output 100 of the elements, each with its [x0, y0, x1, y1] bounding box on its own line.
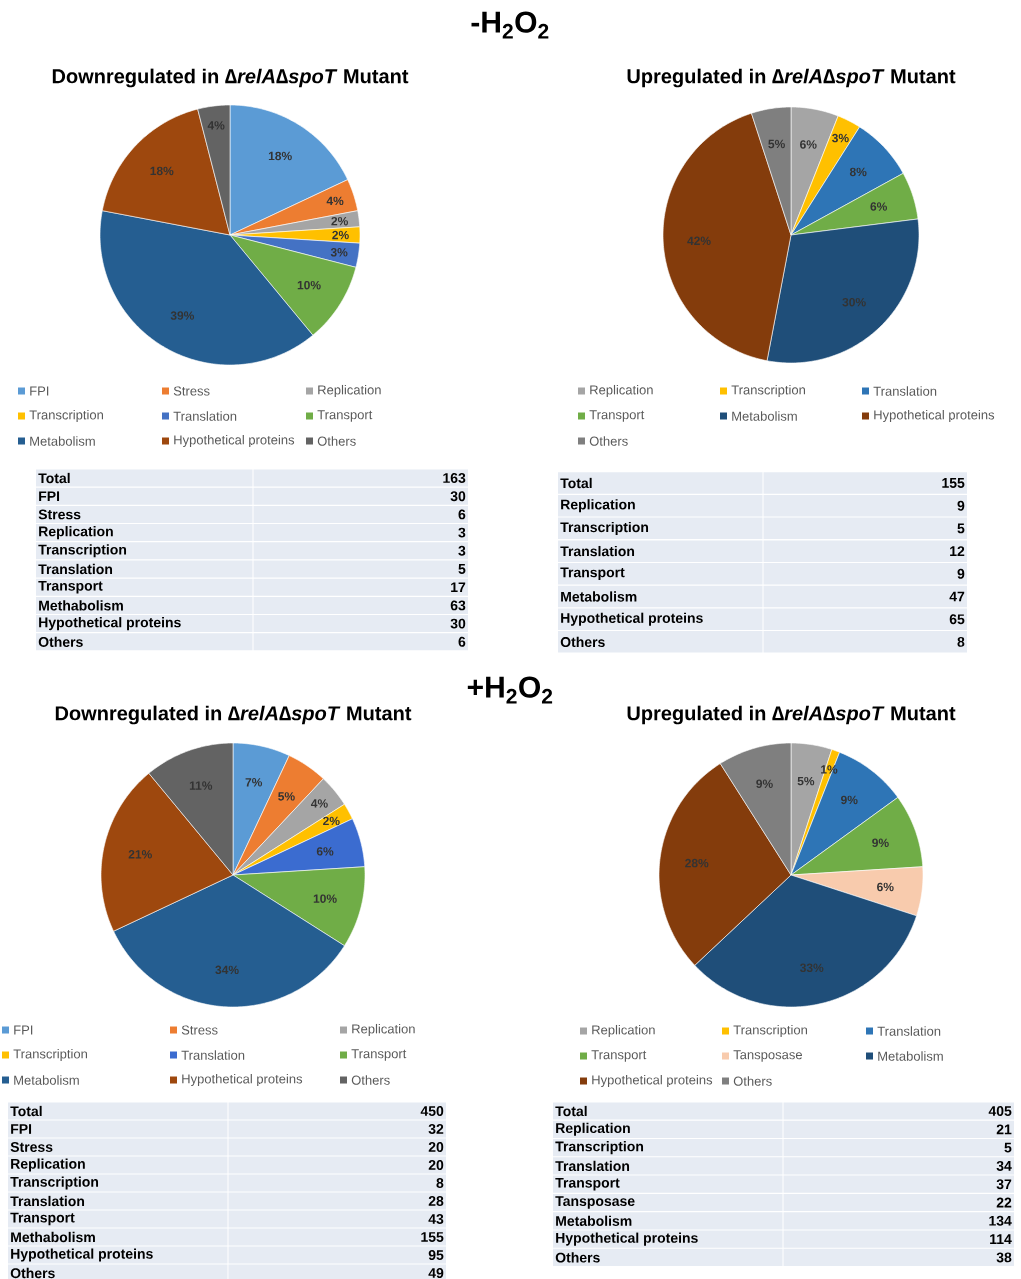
- data-label: 5%: [797, 776, 815, 786]
- data-label: 18%: [268, 151, 292, 161]
- data-label: 28%: [685, 858, 709, 868]
- legend-label: Replication: [352, 1023, 415, 1037]
- text: 3: [458, 545, 466, 556]
- text: Stress: [10, 1142, 53, 1152]
- text: Replication: [556, 1122, 630, 1136]
- data-label: 33%: [800, 963, 824, 973]
- text: 22: [996, 1197, 1012, 1208]
- data-label: 10%: [313, 894, 337, 903]
- legend-label: Metabolism: [30, 436, 95, 446]
- text: 63: [450, 600, 466, 611]
- legend-label: Metabolism: [878, 1051, 943, 1061]
- text: 9: [957, 568, 965, 579]
- text: 163: [443, 473, 466, 483]
- text: Hypothetical proteins: [39, 617, 181, 631]
- text: 28: [428, 1196, 444, 1206]
- text: Replication: [39, 526, 113, 540]
- text: 12: [950, 546, 965, 556]
- data-label: 2%: [323, 816, 340, 826]
- text: -H$_{2}$O$_{2}$: [471, 11, 549, 39]
- text: Transcription: [10, 1176, 99, 1190]
- text: Total: [38, 472, 70, 484]
- data-label: 8%: [849, 167, 867, 177]
- text: Translation: [555, 1160, 630, 1172]
- text: Transcription: [38, 544, 127, 558]
- legend-label: Metabolism: [14, 1075, 79, 1085]
- text: Translation: [10, 1195, 85, 1207]
- legend-label: Others: [589, 436, 628, 446]
- text: 30: [450, 618, 466, 629]
- data-label: 5%: [768, 139, 785, 149]
- legend-label: Transport: [317, 410, 373, 422]
- text: 21: [996, 1124, 1012, 1135]
- legend-label: Translation: [873, 386, 937, 396]
- text: Transport: [10, 1212, 75, 1226]
- text: 43: [428, 1214, 444, 1224]
- legend-label: Others: [733, 1076, 772, 1086]
- legend-label: Transport: [591, 1050, 647, 1062]
- text: Transport: [555, 1177, 620, 1191]
- text: 6: [458, 509, 466, 520]
- data-label: 6%: [800, 140, 817, 149]
- legend-label: Hypothetical proteins: [174, 434, 295, 448]
- legend-label: Transcription: [731, 384, 806, 398]
- text: FPI: [11, 1124, 32, 1134]
- text: Metabolism: [556, 1215, 632, 1226]
- legend-label: Stress: [181, 1025, 218, 1035]
- text: 8: [957, 636, 965, 647]
- text: Metabolism: [561, 591, 637, 602]
- data-label: 4%: [310, 799, 328, 808]
- text: 65: [949, 614, 965, 625]
- text: 6: [458, 636, 466, 647]
- text: 5: [458, 564, 466, 574]
- text: 20: [428, 1160, 444, 1170]
- chart-title: Upregulated in ∆relA∆spoT Mutant: [627, 705, 956, 725]
- text: Hypothetical proteins: [561, 612, 703, 626]
- text: Translation: [38, 563, 113, 575]
- legend-label: Stress: [173, 386, 210, 396]
- data-label: 4%: [326, 196, 344, 206]
- text: 20: [428, 1142, 444, 1152]
- text: 155: [421, 1232, 444, 1242]
- legend-label: Transcription: [13, 1048, 87, 1062]
- chart-title: Downregulated in ∆relA∆spoT Mutant: [52, 68, 409, 88]
- text: 49: [428, 1268, 444, 1278]
- text: Others: [38, 636, 83, 647]
- legend-label: Replication: [318, 384, 381, 398]
- text: Others: [10, 1267, 55, 1279]
- text: 405: [988, 1106, 1012, 1116]
- legend-label: Hypothetical proteins: [874, 409, 995, 423]
- legend-label: Hypothetical proteins: [592, 1074, 713, 1088]
- legend-label: Others: [351, 1075, 390, 1085]
- data-label: 42%: [687, 236, 711, 246]
- data-label: 10%: [297, 280, 321, 290]
- legend-label: Translation: [173, 411, 237, 421]
- text: Transport: [38, 580, 103, 594]
- legend-label: Hypothetical proteins: [182, 1073, 303, 1087]
- text: 95: [428, 1250, 444, 1260]
- text: Methabolism: [11, 1231, 95, 1243]
- text: Replication: [11, 1158, 85, 1172]
- text: 450: [420, 1106, 444, 1116]
- text: +H$_{2}$O$_{2}$: [467, 676, 553, 704]
- text: 134: [989, 1215, 1012, 1226]
- text: 155: [942, 478, 965, 488]
- data-label: 6%: [877, 882, 894, 892]
- text: 30: [450, 491, 466, 502]
- text: Stress: [38, 509, 81, 520]
- data-label: 7%: [245, 778, 263, 787]
- text: 34: [996, 1160, 1012, 1171]
- legend-label: Replication: [592, 1024, 655, 1038]
- chart-title: Downregulated in ∆relA∆spoT Mutant: [55, 705, 412, 725]
- data-label: 2%: [331, 216, 348, 226]
- data-label: 9%: [841, 795, 858, 805]
- data-label: 9%: [872, 838, 889, 848]
- text: 8: [436, 1178, 444, 1188]
- text: 3: [458, 527, 466, 538]
- legend-label: FPI: [14, 1025, 33, 1035]
- text: Tansposase: [555, 1196, 635, 1209]
- text: 17: [451, 582, 466, 593]
- data-label: 21%: [128, 850, 152, 859]
- text: 9: [957, 500, 965, 511]
- text: Total: [560, 477, 592, 489]
